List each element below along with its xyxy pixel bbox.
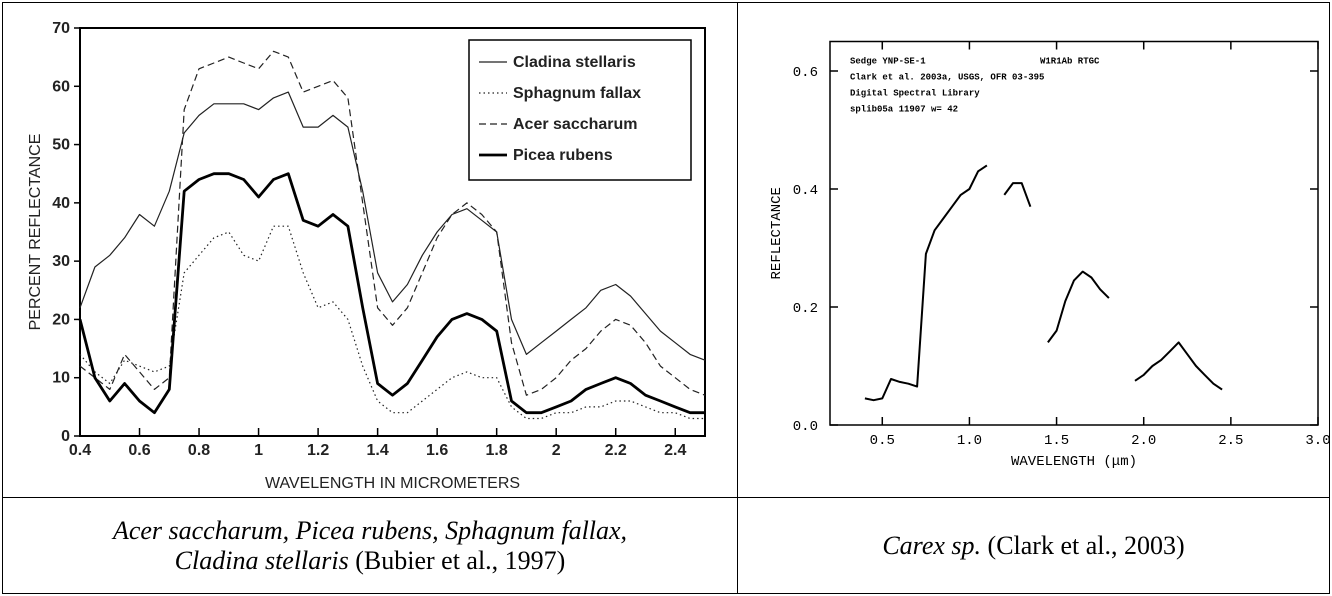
plot-frame [79, 27, 706, 437]
x-tick-label: 3.0 [1305, 433, 1330, 449]
y-tick-label: 10 [52, 370, 70, 387]
caption: Acer saccharum, Picea rubens, Sphagnum f… [3, 499, 737, 593]
y-tick-label: 0.6 [793, 65, 818, 81]
legend-label: Cladina stellaris [513, 54, 636, 71]
x-tick-label: 1.0 [957, 433, 982, 449]
legend-label: Acer saccharum [513, 116, 638, 133]
x-tick-label: 0.8 [188, 442, 210, 459]
y-tick-label: 30 [52, 253, 70, 270]
x-tick-label: 1 [254, 442, 263, 459]
y-tick-label: 0.4 [793, 183, 818, 199]
x-tick-label: 1.2 [307, 442, 329, 459]
y-tick-label: 20 [52, 311, 70, 328]
x-tick-label: 2.5 [1218, 433, 1243, 449]
caption-source: (Bubier et al., 1997) [355, 546, 566, 575]
y-tick-label: 0.0 [793, 419, 818, 435]
series-line [78, 172, 705, 415]
x-tick-label: 1.4 [366, 442, 388, 459]
annotation: Clark et al. 2003a, USGS, OFR 03-395 [850, 73, 1044, 83]
y-tick-label: 70 [52, 20, 70, 37]
series-line [79, 91, 706, 361]
y-tick-label: 0 [61, 428, 70, 445]
x-tick-label: 0.4 [69, 442, 91, 459]
border [2, 593, 1330, 594]
annotation: splib05a 11907 w= 42 [850, 105, 958, 115]
border [2, 497, 1330, 498]
border [737, 2, 738, 594]
annotation: W1R1Ab RTGC [1040, 57, 1100, 67]
series-line [79, 50, 706, 396]
series-line [79, 225, 705, 420]
caption-species: Acer saccharum, Picea rubens, Sphagnum f… [112, 516, 628, 575]
legend-label: Sphagnum fallax [513, 85, 641, 102]
series-line [864, 164, 1223, 402]
border [2, 2, 1330, 3]
x-tick-label: 2.0 [1131, 433, 1156, 449]
y-axis-label: PERCENT REFLECTANCE [27, 134, 44, 331]
charts: 0 10 20 30 40 50 60 70 0.4 0.6 0.8 1 1.2 1.4 1.6 1.8 2 2.… [27, 20, 1331, 492]
y-tick-label: 40 [52, 195, 70, 212]
caption-species: Carex sp. [882, 531, 982, 560]
x-tick-label: 1.8 [486, 442, 508, 459]
x-axis-label: WAVELENGTH IN MICROMETERS [265, 475, 520, 492]
legend-label: Picea rubens [513, 147, 613, 164]
annotation: Sedge YNP-SE-1 [850, 57, 926, 67]
annotation: Digital Spectral Library [850, 89, 980, 99]
plot-frame [829, 40, 1319, 426]
x-axis-label: WAVELENGTH (μm) [1011, 454, 1137, 470]
caption-source: (Clark et al., 2003) [987, 531, 1185, 560]
x-tick-label: 2.2 [605, 442, 627, 459]
x-tick-label: 1.5 [1044, 433, 1069, 449]
border [2, 2, 3, 594]
x-tick-label: 0.5 [870, 433, 895, 449]
y-tick-label: 60 [52, 78, 70, 95]
legend-box [468, 39, 692, 181]
x-tick-label: 2 [552, 442, 561, 459]
border [1329, 2, 1330, 594]
y-tick-label: 50 [52, 137, 70, 154]
x-tick-label: 1.6 [426, 442, 448, 459]
y-axis-label: REFLECTANCE [769, 187, 785, 279]
x-tick-label: 0.6 [128, 442, 150, 459]
y-tick-label: 0.2 [793, 301, 818, 317]
caption: Carex sp. (Clark et al., 2003) [738, 499, 1329, 593]
x-tick-label: 2.4 [664, 442, 686, 459]
